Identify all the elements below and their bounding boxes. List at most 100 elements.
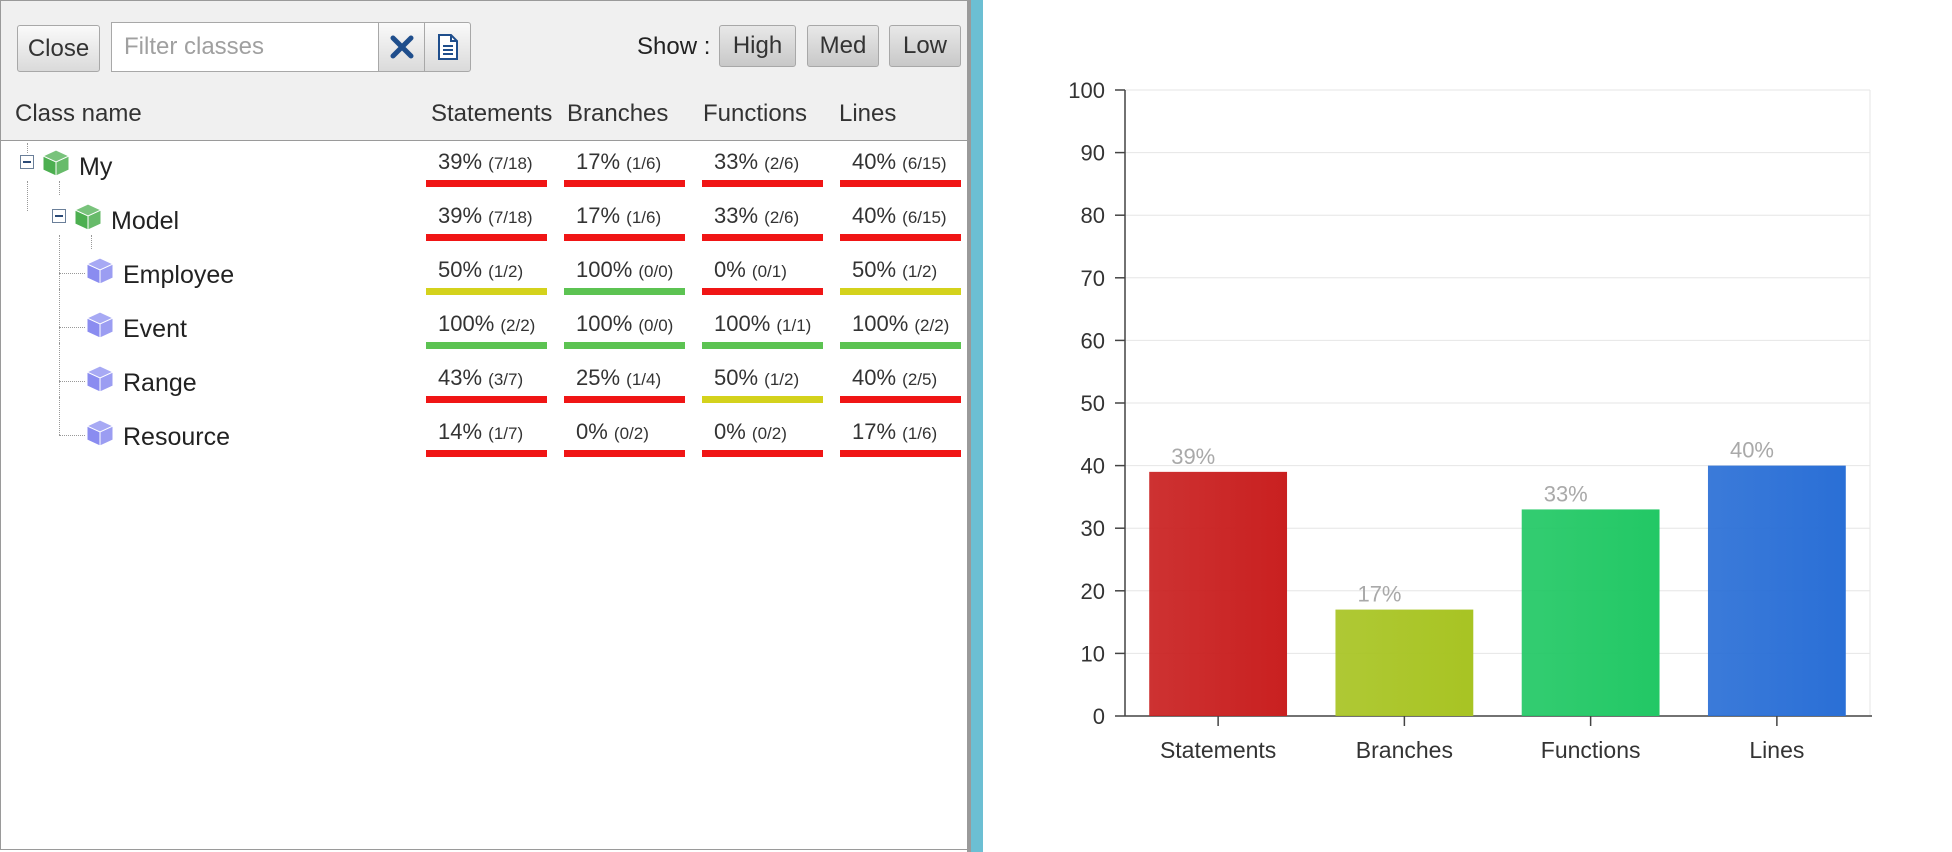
coverage-value: 100% (0/0) bbox=[576, 257, 674, 282]
coverage-cell: 50% (1/2) bbox=[702, 361, 823, 405]
show-low-button[interactable]: Low bbox=[889, 25, 961, 67]
collapse-toggle-icon[interactable] bbox=[20, 155, 34, 169]
table-row[interactable]: My 39% (7/18) 17% (1/6) 33% (2/6) 40% (6/15) bbox=[1, 141, 967, 195]
clear-filter-button[interactable] bbox=[378, 22, 425, 72]
coverage-level-bar bbox=[564, 342, 685, 349]
class-name: My bbox=[79, 153, 113, 181]
coverage-cell: 50% (1/2) bbox=[426, 253, 547, 297]
coverage-cell: 17% (1/6) bbox=[564, 145, 685, 189]
coverage-level-bar bbox=[426, 180, 547, 187]
coverage-value: 0% (0/1) bbox=[714, 257, 787, 282]
table-header: Class name Statements Branches Functions… bbox=[1, 92, 967, 141]
tree-connector bbox=[59, 273, 60, 303]
coverage-value: 40% (2/5) bbox=[852, 365, 938, 390]
coverage-value: 17% (1/6) bbox=[576, 203, 662, 228]
coverage-cell: 100% (2/2) bbox=[426, 307, 547, 351]
table-row[interactable]: Event 100% (2/2) 100% (0/0) 100% (1/1) 100% … bbox=[1, 289, 967, 357]
x-tick-label: Functions bbox=[1541, 737, 1641, 763]
coverage-value: 14% (1/7) bbox=[438, 419, 524, 444]
class-icon bbox=[85, 419, 115, 447]
coverage-level-bar bbox=[840, 234, 961, 241]
coverage-cell: 0% (0/2) bbox=[702, 415, 823, 459]
coverage-level-bar bbox=[426, 396, 547, 403]
coverage-level-bar bbox=[426, 342, 547, 349]
tree-connector bbox=[59, 327, 85, 328]
coverage-value: 50% (1/2) bbox=[852, 257, 938, 282]
column-class-name[interactable]: Class name bbox=[15, 100, 142, 127]
coverage-value: 100% (1/1) bbox=[714, 311, 812, 336]
coverage-cell: 0% (0/1) bbox=[702, 253, 823, 297]
coverage-level-bar bbox=[702, 288, 823, 295]
coverage-level-bar bbox=[426, 450, 547, 457]
toolbar: Close Show : High Med Low bbox=[1, 1, 967, 92]
coverage-level-bar bbox=[702, 450, 823, 457]
tree-connector bbox=[59, 397, 60, 435]
coverage-cell: 43% (3/7) bbox=[426, 361, 547, 405]
class-name: Resource bbox=[123, 423, 230, 451]
coverage-level-bar bbox=[702, 396, 823, 403]
data-label: 33% bbox=[1544, 481, 1588, 506]
coverage-cell: 100% (0/0) bbox=[564, 307, 685, 351]
coverage-level-bar bbox=[840, 288, 961, 295]
data-label: 39% bbox=[1171, 444, 1215, 469]
coverage-level-bar bbox=[702, 234, 823, 241]
tree-connector bbox=[59, 273, 85, 274]
coverage-value: 39% (7/18) bbox=[438, 203, 533, 228]
coverage-cell: 100% (1/1) bbox=[702, 307, 823, 351]
table-row[interactable]: Resource 14% (1/7) 0% (0/2) 0% (0/2) 17% (1/… bbox=[1, 397, 967, 465]
class-icon bbox=[85, 365, 115, 393]
coverage-level-bar bbox=[564, 234, 685, 241]
y-tick-label: 90 bbox=[1081, 141, 1105, 166]
coverage-value: 100% (2/2) bbox=[438, 311, 536, 336]
table-row[interactable]: Employee 50% (1/2) 100% (0/0) 0% (0/1) 50% (… bbox=[1, 235, 967, 303]
document-icon bbox=[437, 34, 458, 60]
bar-branches bbox=[1335, 609, 1474, 716]
column-statements[interactable]: Statements bbox=[431, 100, 553, 127]
y-tick-label: 30 bbox=[1081, 516, 1105, 541]
show-med-button[interactable]: Med bbox=[807, 25, 879, 67]
tree-connector bbox=[91, 235, 92, 249]
coverage-value: 33% (2/6) bbox=[714, 203, 800, 228]
column-branches[interactable]: Branches bbox=[567, 100, 669, 127]
y-tick-label: 0 bbox=[1093, 704, 1105, 729]
coverage-cell: 40% (6/15) bbox=[840, 199, 961, 243]
coverage-level-bar bbox=[702, 180, 823, 187]
chart-bars bbox=[1149, 465, 1846, 716]
table-row[interactable]: Model 39% (7/18) 17% (1/6) 33% (2/6) 40% (6/… bbox=[1, 181, 967, 249]
coverage-value: 40% (6/15) bbox=[852, 203, 947, 228]
coverage-cell: 39% (7/18) bbox=[426, 145, 547, 189]
coverage-level-bar bbox=[564, 396, 685, 403]
export-button[interactable] bbox=[424, 22, 471, 72]
coverage-cell: 39% (7/18) bbox=[426, 199, 547, 243]
class-name: Event bbox=[123, 315, 187, 343]
coverage-value: 40% (6/15) bbox=[852, 149, 947, 174]
coverage-level-bar bbox=[840, 180, 961, 187]
x-tick-label: Lines bbox=[1749, 737, 1804, 763]
table-row[interactable]: Range 43% (3/7) 25% (1/4) 50% (1/2) 40% (2/5… bbox=[1, 343, 967, 411]
filter-classes-input[interactable] bbox=[111, 22, 379, 72]
class-icon bbox=[85, 257, 115, 285]
y-tick-label: 50 bbox=[1081, 391, 1105, 416]
coverage-cell: 25% (1/4) bbox=[564, 361, 685, 405]
y-tick-label: 80 bbox=[1081, 203, 1105, 228]
coverage-cell: 100% (0/0) bbox=[564, 253, 685, 297]
collapse-toggle-icon[interactable] bbox=[52, 209, 66, 223]
coverage-level-bar bbox=[840, 342, 961, 349]
tree-connector bbox=[59, 289, 60, 327]
column-functions[interactable]: Functions bbox=[703, 100, 808, 127]
y-tick-label: 20 bbox=[1081, 579, 1105, 604]
tree-connector bbox=[27, 143, 28, 153]
class-icon bbox=[85, 311, 115, 339]
column-lines[interactable]: Lines bbox=[839, 100, 897, 127]
coverage-value: 0% (0/2) bbox=[576, 419, 649, 444]
coverage-bar-chart: 0 10 20 30 40 50 60 70 80 90 100 Statements 39% Bran… bbox=[1068, 78, 1872, 763]
coverage-level-bar bbox=[840, 396, 961, 403]
close-button[interactable]: Close bbox=[17, 25, 100, 72]
show-high-button[interactable]: High bbox=[719, 25, 796, 67]
data-label: 40% bbox=[1730, 438, 1774, 463]
x-tick-label: Branches bbox=[1356, 737, 1453, 763]
y-tick-label: 70 bbox=[1081, 266, 1105, 291]
coverage-cell: 40% (6/15) bbox=[840, 145, 961, 189]
coverage-value: 50% (1/2) bbox=[714, 365, 800, 390]
splitter[interactable] bbox=[967, 0, 971, 852]
